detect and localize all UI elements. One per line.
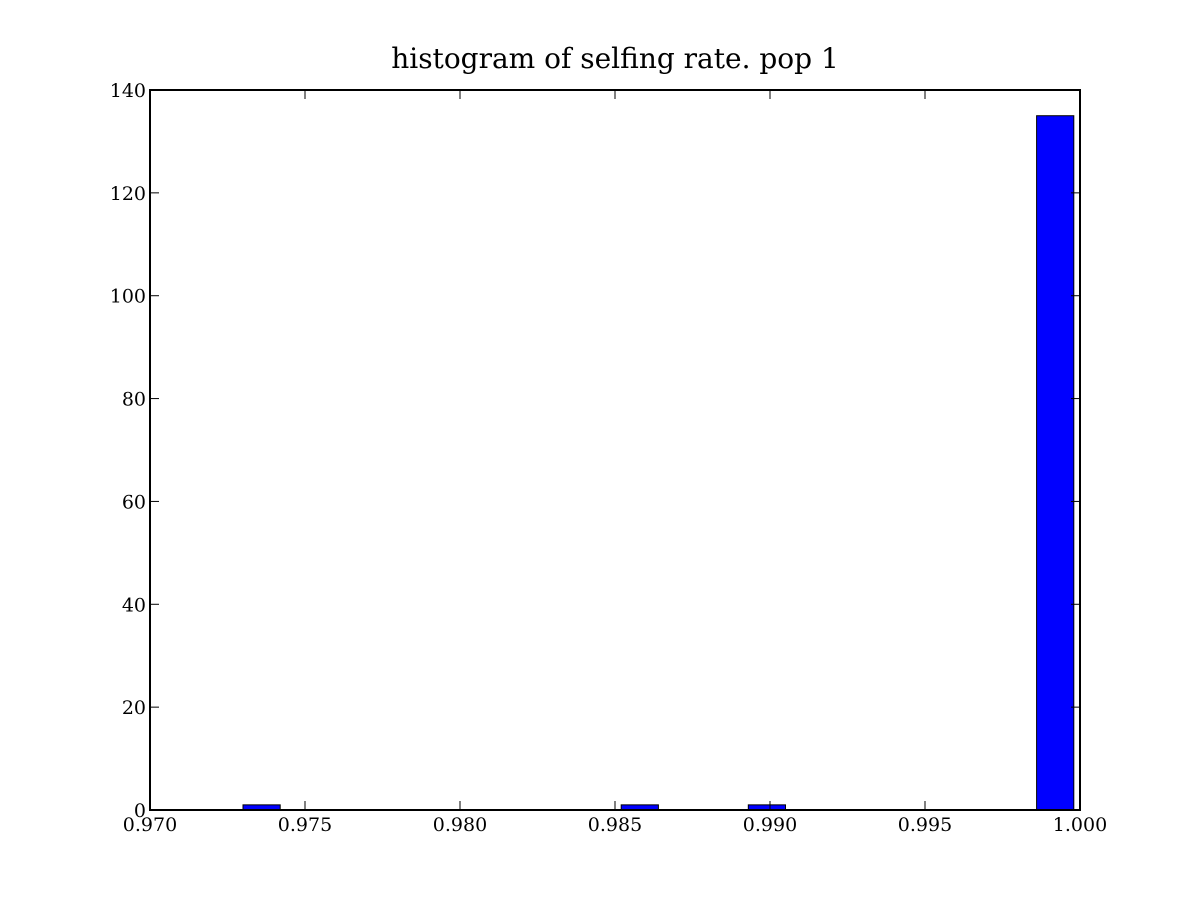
chart-title: histogram of selfing rate. pop 1 bbox=[391, 42, 839, 75]
y-tick-labels: 0 20 40 60 80 100 120 140 bbox=[110, 80, 146, 822]
y-tick-label-6: 120 bbox=[110, 183, 146, 205]
x-tick-label-4: 0.990 bbox=[743, 814, 797, 836]
x-tick-label-1: 0.975 bbox=[278, 814, 332, 836]
y-tick-label-5: 100 bbox=[110, 286, 146, 308]
x-tick-label-2: 0.980 bbox=[433, 814, 487, 836]
y-tick-label-1: 20 bbox=[122, 697, 146, 719]
bars-layer bbox=[242, 115, 1075, 811]
ticks-layer bbox=[149, 89, 1081, 811]
x-tick-label-3: 0.985 bbox=[588, 814, 642, 836]
y-tick-label-7: 140 bbox=[110, 80, 146, 102]
x-tick-label-5: 0.995 bbox=[898, 814, 952, 836]
x-tick-label-6: 1.000 bbox=[1053, 814, 1107, 836]
y-tick-label-2: 40 bbox=[122, 594, 146, 616]
y-tick-label-0: 0 bbox=[134, 800, 146, 822]
plot-frame bbox=[149, 89, 1081, 811]
histogram-bar-3 bbox=[1036, 115, 1075, 811]
x-tick-labels: 0.970 0.975 0.980 0.985 0.990 0.995 1.000 bbox=[123, 814, 1107, 836]
x-tick-label-0: 0.970 bbox=[123, 814, 177, 836]
y-tick-label-3: 60 bbox=[122, 491, 146, 513]
y-tick-label-4: 80 bbox=[122, 389, 146, 411]
